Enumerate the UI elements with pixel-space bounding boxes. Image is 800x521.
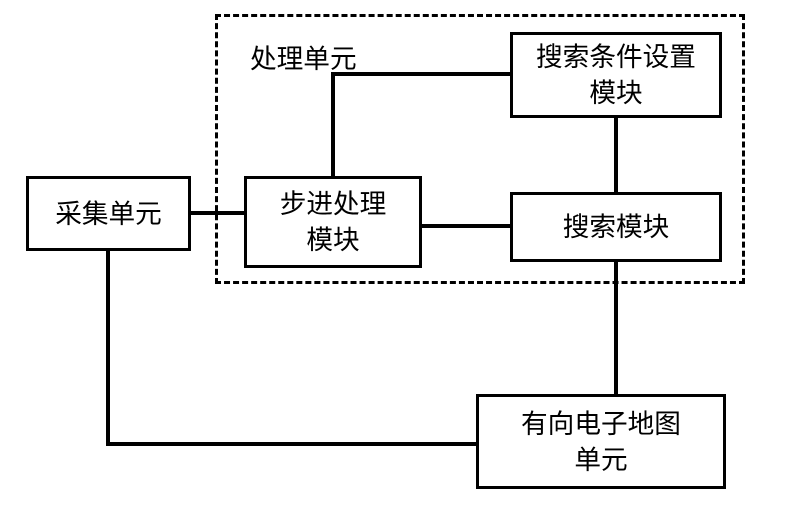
search-module-box: 搜索模块 xyxy=(510,192,722,262)
search-module-label: 搜索模块 xyxy=(563,209,670,245)
diagram-canvas: 处理单元 采集单元 步进处理 模块 搜索条件设置 模块 搜索模块 有向电子地图 … xyxy=(0,0,800,521)
collect-unit-box: 采集单元 xyxy=(26,176,191,251)
search-condition-module-label: 搜索条件设置 模块 xyxy=(536,39,696,111)
step-module-box: 步进处理 模块 xyxy=(244,176,422,268)
directed-map-unit-label: 有向电子地图 单元 xyxy=(521,406,681,478)
directed-map-unit-box: 有向电子地图 单元 xyxy=(476,394,726,489)
processing-unit-title: 处理单元 xyxy=(250,37,357,76)
search-condition-module-box: 搜索条件设置 模块 xyxy=(510,32,722,118)
step-module-label: 步进处理 模块 xyxy=(280,186,387,258)
collect-unit-label: 采集单元 xyxy=(55,196,162,232)
